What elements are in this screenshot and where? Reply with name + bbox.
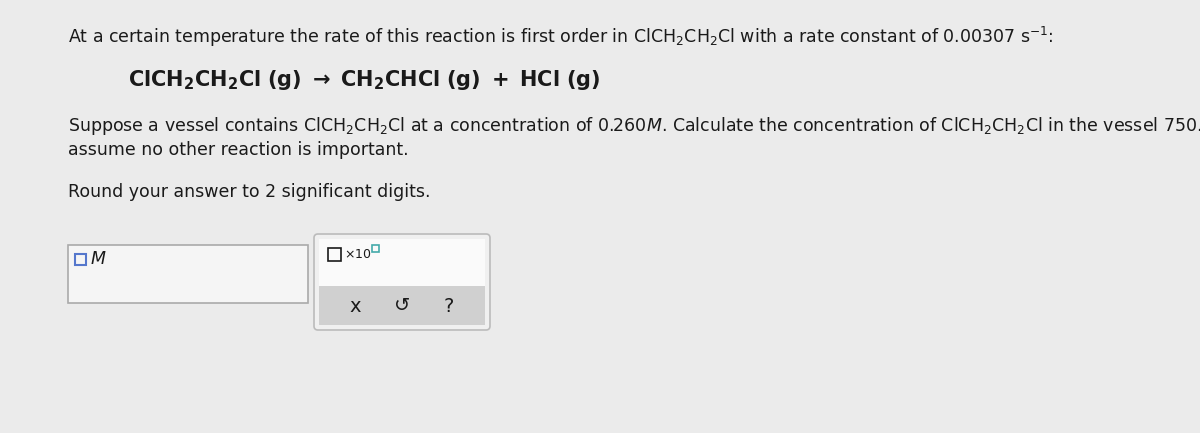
FancyBboxPatch shape xyxy=(68,245,308,303)
FancyBboxPatch shape xyxy=(314,234,490,330)
FancyBboxPatch shape xyxy=(319,286,485,325)
FancyBboxPatch shape xyxy=(319,239,485,286)
Text: Suppose a vessel contains $\mathregular{ClCH_2CH_2Cl}$ at a concentration of $\m: Suppose a vessel contains $\mathregular{… xyxy=(68,115,1200,137)
Text: assume no other reaction is important.: assume no other reaction is important. xyxy=(68,141,409,159)
Text: At a certain temperature the rate of this reaction is first order in $\mathregul: At a certain temperature the rate of thi… xyxy=(68,25,1054,49)
Text: M: M xyxy=(91,251,106,268)
Text: x: x xyxy=(349,297,361,316)
Text: $\mathregular{\times 10}$: $\mathregular{\times 10}$ xyxy=(344,248,372,261)
Text: $\mathregular{ClCH_2CH_2Cl\ (g)\ \rightarrow\ CH_2CHCl\ (g)\ +\ HCl\ (g)}$: $\mathregular{ClCH_2CH_2Cl\ (g)\ \righta… xyxy=(128,68,600,92)
Text: ?: ? xyxy=(444,297,455,316)
Text: ↺: ↺ xyxy=(394,297,410,316)
Text: Round your answer to 2 significant digits.: Round your answer to 2 significant digit… xyxy=(68,183,431,201)
